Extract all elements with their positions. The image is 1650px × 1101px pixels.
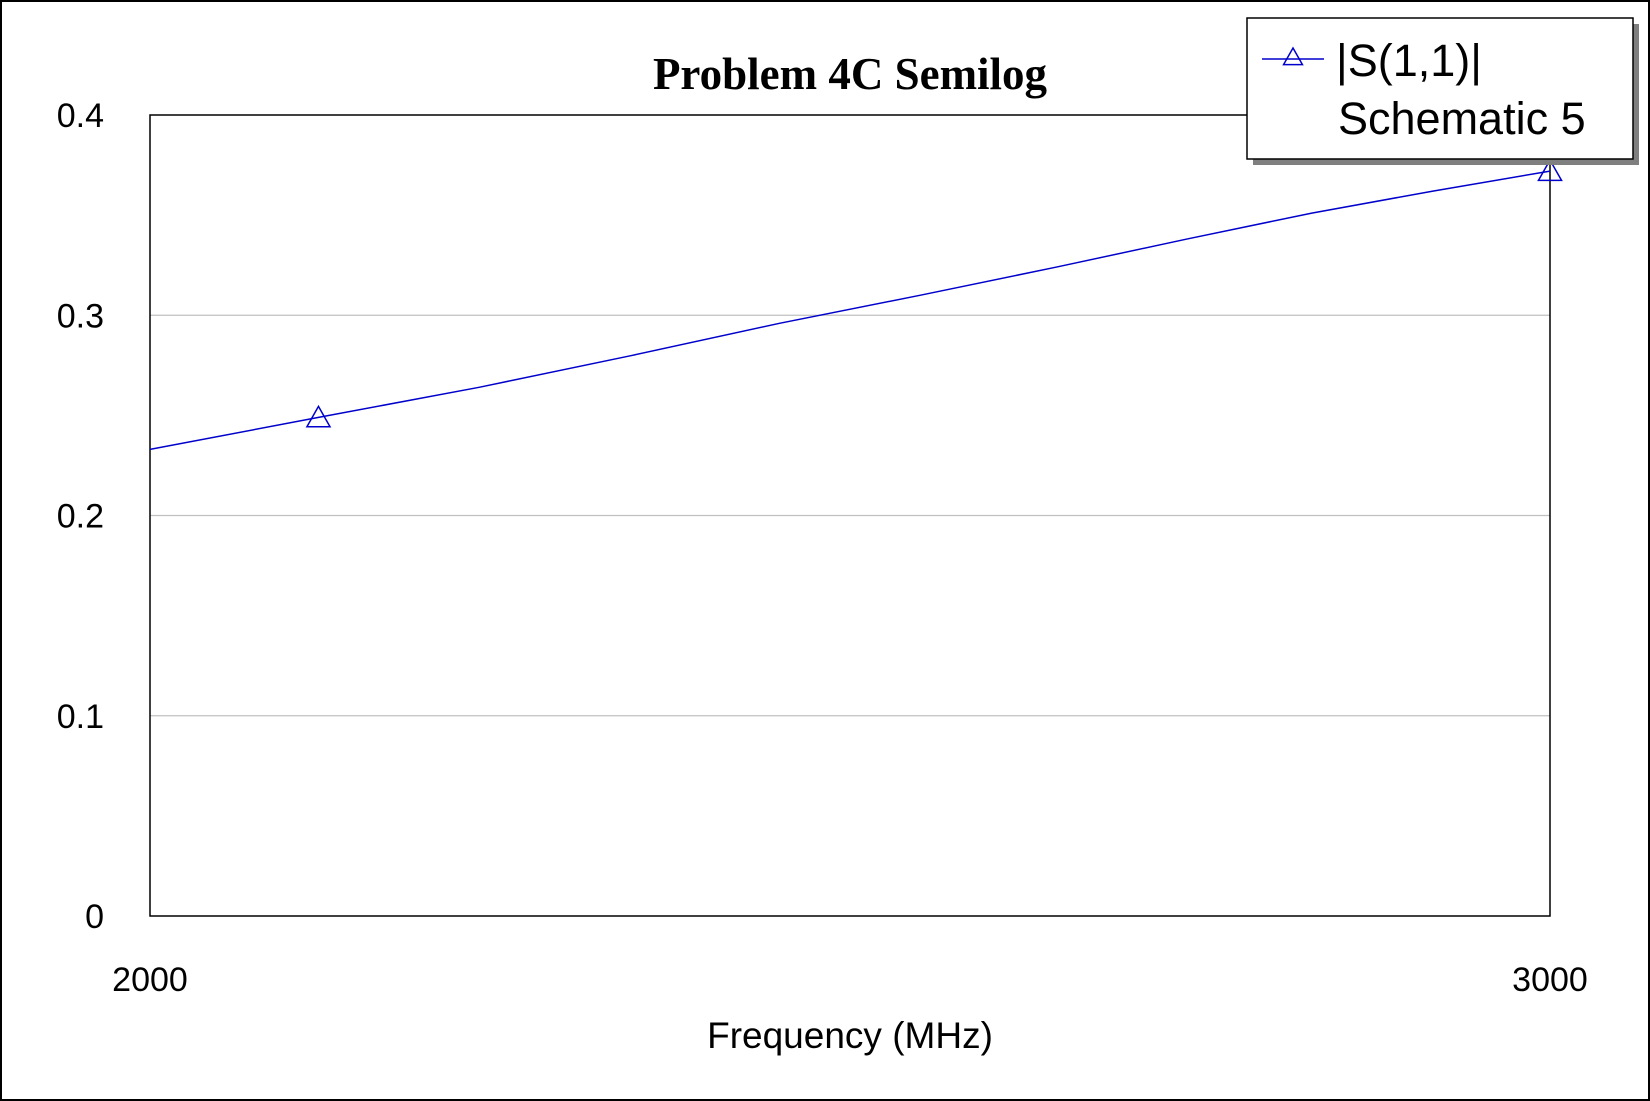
- series-line: [149, 170, 1551, 451]
- legend-label-line2: Schematic 5: [1338, 93, 1586, 144]
- x-axis-title: Frequency (MHz): [707, 1015, 993, 1056]
- y-tick-label: 0.3: [57, 297, 104, 335]
- y-tick-label: 0: [85, 898, 104, 936]
- legend-triangle-marker-icon: [1282, 46, 1304, 66]
- x-tick-label: 3000: [1512, 961, 1588, 999]
- y-tick-label: 0.4: [57, 97, 104, 135]
- y-tick-labels: 0 0.1 0.2 0.3 0.4: [57, 97, 104, 936]
- x-tick-labels: 2000 3000: [112, 961, 1588, 999]
- y-tick-label: 0.1: [57, 698, 104, 736]
- x-tick-label: 2000: [112, 961, 188, 999]
- plot-area: [149, 114, 1551, 917]
- data-point-marker: [1537, 158, 1563, 182]
- series-layer: [149, 158, 1563, 451]
- legend-box: [1246, 17, 1634, 160]
- legend-label-line1: |S(1,1)|: [1336, 35, 1482, 86]
- y-tick-label: 0.2: [57, 498, 104, 536]
- chart-title: Problem 4C Semilog: [653, 49, 1048, 99]
- data-point-marker: [305, 404, 332, 428]
- legend[interactable]: |S(1,1)| Schematic 5: [1246, 17, 1639, 165]
- grid-lines: [150, 314, 1550, 717]
